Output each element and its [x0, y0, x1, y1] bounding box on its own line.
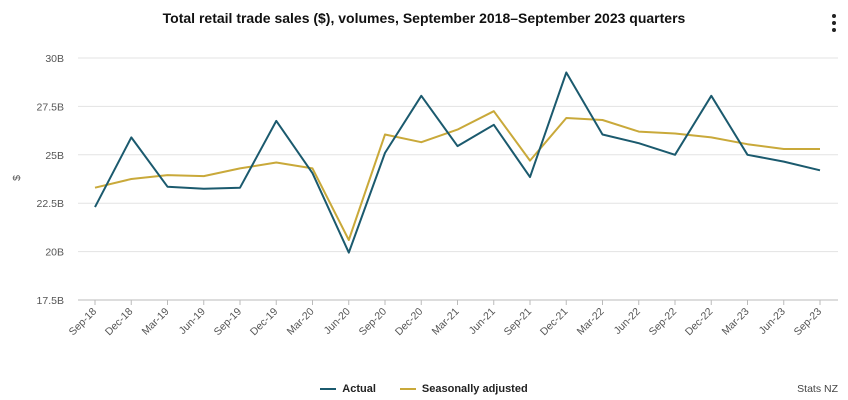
x-tick-label: Dec-18	[103, 306, 136, 339]
kebab-menu-icon[interactable]	[826, 12, 842, 34]
y-axis-label: $	[11, 175, 23, 181]
x-tick-label: Sep-20	[357, 306, 390, 339]
x-tick-label: Jun-23	[757, 306, 788, 337]
x-tick-label: Dec-21	[538, 306, 571, 339]
y-tick-label: 17.5B	[37, 295, 64, 307]
y-tick-label: 30B	[45, 53, 64, 65]
y-axis-ticks: 17.5B 20B 22.5B 25B 27.5B 30B	[37, 53, 64, 307]
x-tick-label: Dec-22	[683, 306, 716, 339]
legend-swatch	[399, 388, 416, 390]
y-tick-label: 22.5B	[37, 198, 64, 210]
y-tick-label: 27.5B	[37, 101, 64, 113]
x-tick-label: Jun-22	[612, 306, 643, 337]
x-tick-label: Jun-19	[177, 306, 208, 337]
x-tick-label: Jun-21	[467, 306, 498, 337]
y-tick-label: 20B	[45, 247, 64, 259]
x-axis-ticks: Sep-18 Dec-18 Mar-19 Jun-19 Sep-19 Dec-19 Mar-…	[67, 300, 825, 339]
grid-lines	[78, 57, 838, 301]
x-tick-label: Sep-19	[212, 306, 245, 339]
legend-label: Seasonally adjusted	[421, 383, 528, 395]
y-tick-label: 25B	[45, 150, 64, 162]
series-line-seasonally-adjusted	[94, 110, 820, 241]
legend-swatch	[320, 388, 337, 390]
x-tick-label: Mar-23	[720, 306, 752, 338]
legend: Actual Seasonally adjusted	[0, 381, 848, 395]
x-tick-label: Mar-22	[575, 306, 607, 338]
x-tick-label: Sep-18	[67, 306, 100, 339]
x-tick-label: Sep-22	[647, 306, 680, 339]
series-lines	[94, 71, 821, 254]
legend-item-actual[interactable]: Actual	[320, 383, 376, 395]
x-tick-label: Sep-21	[502, 306, 535, 339]
x-tick-label: Dec-20	[393, 306, 426, 339]
x-tick-label: Mar-21	[430, 306, 462, 338]
series-line-actual	[94, 71, 821, 254]
x-tick-label: Mar-19	[140, 306, 172, 338]
legend-item-seasonally-adjusted[interactable]: Seasonally adjusted	[399, 383, 528, 395]
x-tick-label: Dec-19	[248, 306, 281, 339]
x-tick-label: Sep-23	[792, 306, 825, 339]
legend-label: Actual	[342, 383, 376, 395]
source-credit: Stats NZ	[797, 383, 838, 395]
x-tick-label: Mar-20	[285, 306, 317, 338]
chart-title: Total retail trade sales ($), volumes, S…	[162, 10, 686, 26]
x-tick-label: Jun-20	[322, 306, 353, 337]
